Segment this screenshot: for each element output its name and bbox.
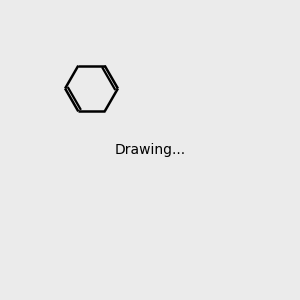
- Text: Drawing...: Drawing...: [114, 143, 186, 157]
